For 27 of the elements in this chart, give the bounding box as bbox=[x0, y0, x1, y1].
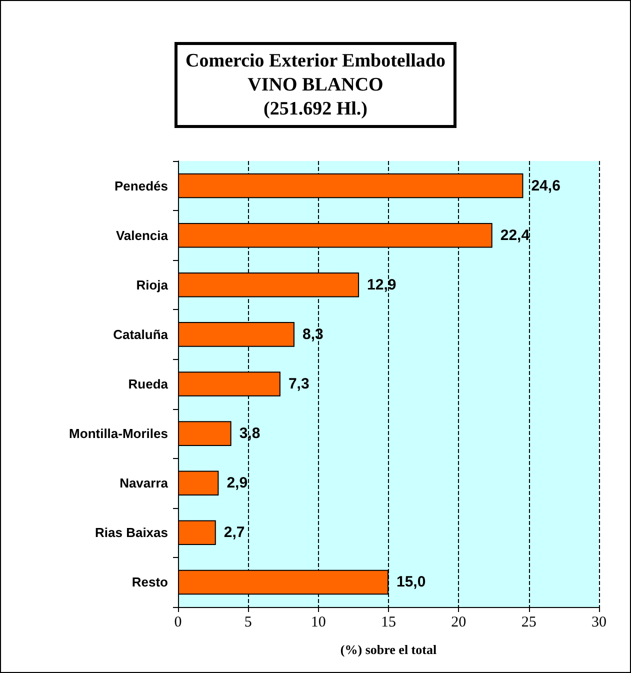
data-label: 15,0 bbox=[396, 574, 426, 591]
data-label: 2,7 bbox=[224, 524, 245, 542]
x-tick-label: 15 bbox=[381, 614, 396, 630]
x-tick-label: 25 bbox=[521, 614, 536, 630]
y-tick-label: Valencia bbox=[116, 228, 169, 243]
data-label: 2,9 bbox=[226, 474, 248, 492]
x-tick-label: 30 bbox=[592, 614, 606, 630]
y-tick-label: Rioja bbox=[136, 277, 169, 292]
y-tick-label: Rueda bbox=[128, 376, 169, 392]
data-label: 12,9 bbox=[367, 276, 396, 294]
chart-title: Comercio Exterior Embotellado VINO BLANCO (251.692 Hl.) bbox=[186, 50, 446, 120]
data-label: 3,8 bbox=[239, 425, 260, 442]
y-tick-label: Cataluña bbox=[113, 326, 169, 342]
y-tick-label: Penedés bbox=[114, 178, 168, 194]
y-tick-label: Resto bbox=[132, 574, 168, 590]
x-tick-label: 5 bbox=[244, 614, 252, 630]
data-label: 7,3 bbox=[288, 376, 310, 392]
data-label: 24,6 bbox=[531, 177, 560, 194]
data-label: 22,4 bbox=[500, 226, 530, 244]
y-tick-label: Montilla-Moriles bbox=[69, 426, 168, 442]
x-tick-label: 10 bbox=[310, 614, 326, 630]
data-label: 8,3 bbox=[302, 326, 324, 343]
x-tick-label: 0 bbox=[174, 614, 182, 630]
y-tick-label: Rias Baixas bbox=[95, 525, 168, 540]
y-tick-label: Navarra bbox=[120, 476, 169, 491]
x-tick-label: 20 bbox=[451, 614, 466, 630]
x-axis-title: (%) sobre el total bbox=[340, 642, 437, 657]
